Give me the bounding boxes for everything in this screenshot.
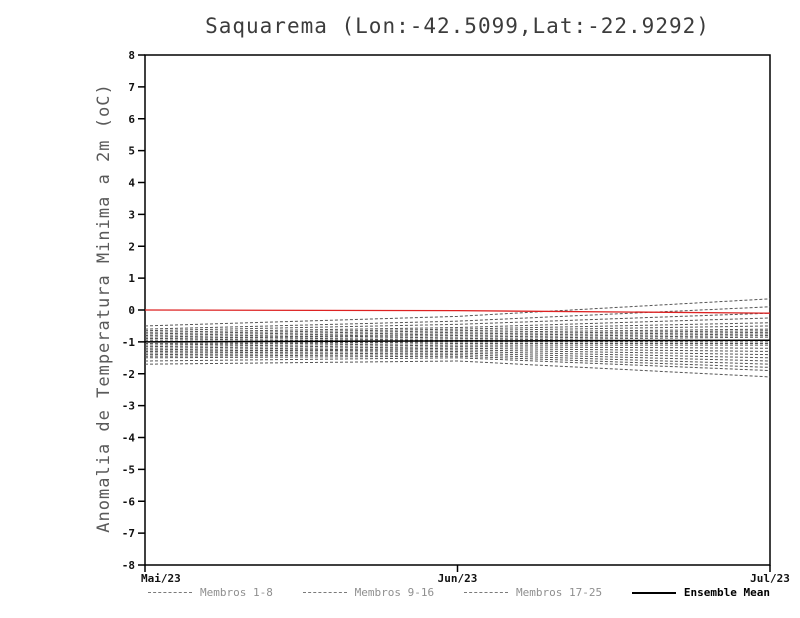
ensemble-member-line <box>144 328 771 338</box>
ensemble-member-line <box>144 344 770 349</box>
legend: Membros 1-8 Membros 9-16 Membros 17-25 E… <box>148 586 770 599</box>
reference-line <box>144 309 771 314</box>
ensemble-member-line <box>144 330 771 340</box>
legend-label: Membros 1-8 <box>200 586 273 599</box>
y-tick-label: 6 <box>128 113 135 126</box>
y-tick-label: 5 <box>128 145 135 158</box>
ensemble-mean-line-swatch <box>631 591 676 594</box>
ensemble-member-line <box>144 352 771 362</box>
ensemble-member-line <box>144 350 771 359</box>
ensemble-mean-line <box>144 339 771 343</box>
x-tick-label: Jun/23 <box>438 572 478 585</box>
y-tick-label: 4 <box>128 177 135 190</box>
membros-17-25-line-swatch <box>463 592 508 593</box>
x-tick-label: Jul/23 <box>750 572 790 585</box>
y-tick-label: -1 <box>122 336 136 349</box>
ensemble-member-line <box>144 298 771 327</box>
ensemble-member-line <box>144 342 770 348</box>
membros-1-8-line-swatch <box>148 592 192 593</box>
y-tick-label: 0 <box>128 304 135 317</box>
ensemble-member-line <box>144 306 771 330</box>
ensemble-member-line <box>144 346 771 351</box>
y-tick-label: 2 <box>128 240 135 253</box>
legend-item-membros-17-25: Membros 17-25 <box>463 586 603 599</box>
y-tick-label: 1 <box>128 272 135 285</box>
ensemble-member-line <box>144 357 771 372</box>
y-tick-label: -7 <box>122 527 135 540</box>
ensemble-member-line <box>144 360 771 378</box>
y-tick-label: 7 <box>128 81 135 94</box>
y-tick-label: -4 <box>122 432 136 445</box>
ensemble-member-line <box>144 333 771 341</box>
y-tick-label: -5 <box>122 463 135 476</box>
ensemble-member-line <box>144 335 771 343</box>
ensemble-member-line <box>144 347 771 352</box>
y-tick-label: 3 <box>128 208 135 221</box>
legend-label: Membros 9-16 <box>354 586 435 599</box>
chart-title: Saquarema (Lon:-42.5099,Lat:-22.9292) <box>205 14 710 38</box>
y-tick-label: -2 <box>122 368 135 381</box>
y-tick-label: 8 <box>128 49 135 62</box>
ensemble-member-line <box>144 349 771 356</box>
ensemble-member-line <box>144 325 771 336</box>
legend-item-membros-1-8: Membros 1-8 <box>148 586 273 599</box>
ensemble-member-line <box>144 355 771 368</box>
ensemble-member-line <box>144 331 771 340</box>
ensemble-member-line <box>144 312 771 332</box>
ensemble-member-line <box>144 317 771 333</box>
y-tick-label: -8 <box>122 559 135 572</box>
legend-label: Membros 17-25 <box>515 586 603 599</box>
legend-label: Ensemble Mean <box>683 586 770 599</box>
y-tick-label: -6 <box>122 495 136 508</box>
x-tick-label: Mai/23 <box>141 572 181 585</box>
legend-item-ensemble-mean: Ensemble Mean <box>631 586 770 599</box>
ensemble-member-line <box>144 341 770 346</box>
ensemble-member-line <box>144 354 771 365</box>
ensemble-member-line <box>144 322 771 335</box>
y-tick-label: -3 <box>122 400 135 413</box>
legend-item-membros-9-16: Membros 9-16 <box>302 586 435 599</box>
membros-9-16-line-swatch <box>302 592 347 593</box>
